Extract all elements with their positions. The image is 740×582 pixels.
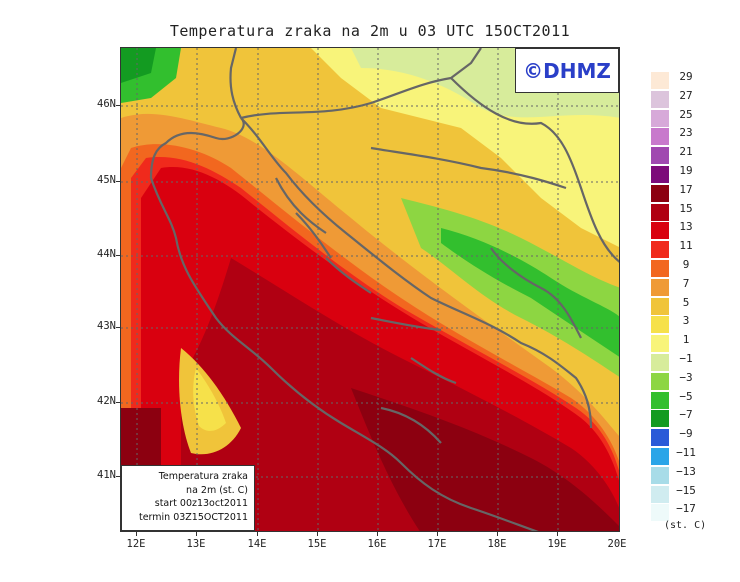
- lat-label-46n: 46N: [97, 98, 116, 110]
- lon-tick: [377, 532, 378, 536]
- lon-label-15e: 15E: [307, 538, 327, 550]
- lon-label-12e: 12E: [126, 538, 146, 550]
- lon-label-19e: 19E: [547, 538, 567, 550]
- legend-label: 9: [682, 258, 690, 271]
- legend-swatch: [651, 335, 669, 353]
- legend-swatch: [651, 354, 669, 371]
- lon-tick: [196, 532, 197, 536]
- legend-swatch: [651, 278, 669, 296]
- map-title: Temperatura zraka na 2m u 03 UTC 15OCT20…: [169, 22, 571, 40]
- legend-swatch: [651, 203, 669, 221]
- legend-label: 17: [679, 182, 693, 196]
- lon-label-20e: 20E: [607, 538, 627, 550]
- legend-label: 3: [682, 314, 690, 328]
- legend-swatch: [651, 166, 669, 183]
- legend-swatch: [651, 429, 669, 447]
- legend-label: 1: [682, 333, 690, 347]
- lat-tick: [116, 255, 120, 256]
- legend-label: −17: [676, 502, 696, 516]
- lat-label-42n: 42N: [97, 395, 116, 407]
- legend-label: 15: [679, 201, 693, 215]
- lat-tick: [116, 181, 120, 182]
- legend-swatch: [651, 184, 669, 202]
- info-line-2: na 2m (st. C): [186, 484, 248, 496]
- legend-label: 21: [679, 145, 693, 159]
- lat-tick: [116, 402, 120, 403]
- legend-label: 23: [679, 126, 693, 140]
- legend-swatch: [651, 72, 669, 89]
- lon-tick: [136, 532, 137, 536]
- lat-label-43n: 43N: [97, 320, 116, 332]
- legend-swatch: [651, 147, 669, 165]
- legend-swatch: [651, 222, 669, 240]
- info-line-1: Temperatura zraka: [158, 471, 248, 482]
- temperature-map: ©DHMZ Temperatura zraka na 2m (st. C) st…: [120, 47, 620, 532]
- legend-label: 11: [679, 239, 693, 253]
- lon-label-14e: 14E: [247, 538, 267, 550]
- legend-swatch: [651, 297, 669, 315]
- legend-label: 7: [682, 276, 690, 290]
- lon-tick: [557, 532, 558, 536]
- legend-label: −11: [676, 446, 696, 459]
- lon-tick: [317, 532, 318, 536]
- lat-label-44n: 44N: [97, 248, 116, 260]
- lat-tick: [116, 105, 120, 106]
- legend-label: −9: [679, 427, 693, 441]
- lon-label-18e: 18E: [487, 538, 507, 550]
- legend-swatch: [651, 241, 669, 259]
- lat-label-41n: 41N: [97, 469, 116, 481]
- lon-label-13e: 13E: [186, 538, 206, 550]
- lon-label-16e: 16E: [367, 538, 387, 550]
- legend-swatch: [651, 372, 669, 390]
- info-line-4: termin 03Z15OCT2011: [138, 511, 248, 523]
- legend-swatch: [651, 504, 669, 522]
- legend-swatch: [651, 410, 669, 428]
- lon-label-17e: 17E: [427, 538, 447, 550]
- info-box: Temperatura zraka na 2m (st. C) start 00…: [121, 465, 255, 531]
- lon-tick: [437, 532, 438, 536]
- legend-swatch: [651, 448, 669, 465]
- legend-label: 25: [679, 107, 693, 121]
- temperature-field: [121, 48, 619, 531]
- legend-label: 5: [682, 295, 690, 309]
- lon-tick: [257, 532, 258, 536]
- legend-swatch: [651, 485, 669, 503]
- legend-swatch: [651, 391, 669, 409]
- legend-label: −7: [679, 408, 693, 422]
- legend-swatch: [651, 466, 669, 484]
- lon-tick: [497, 532, 498, 536]
- legend-swatch: [651, 109, 669, 127]
- legend-label: −15: [676, 483, 696, 497]
- legend-label: 19: [679, 164, 693, 177]
- legend-swatch: [651, 128, 669, 146]
- legend-label: 13: [679, 220, 693, 234]
- legend-swatch: [651, 260, 669, 277]
- legend-label: −5: [679, 389, 693, 403]
- legend-label: −1: [679, 352, 693, 365]
- legend-label: 29: [679, 70, 693, 83]
- lat-tick: [116, 327, 120, 328]
- legend-swatch: [651, 90, 669, 108]
- lat-label-45n: 45N: [97, 174, 116, 186]
- legend-swatch: [651, 316, 669, 334]
- legend-label: 27: [679, 88, 693, 102]
- legend-label: −3: [679, 370, 693, 384]
- dhmz-logo: ©DHMZ: [515, 48, 619, 93]
- legend-label: −13: [676, 464, 696, 478]
- info-line-3: start 00z13oct2011: [154, 498, 248, 509]
- legend-unit: (st. C): [664, 520, 707, 531]
- lat-tick: [116, 476, 120, 477]
